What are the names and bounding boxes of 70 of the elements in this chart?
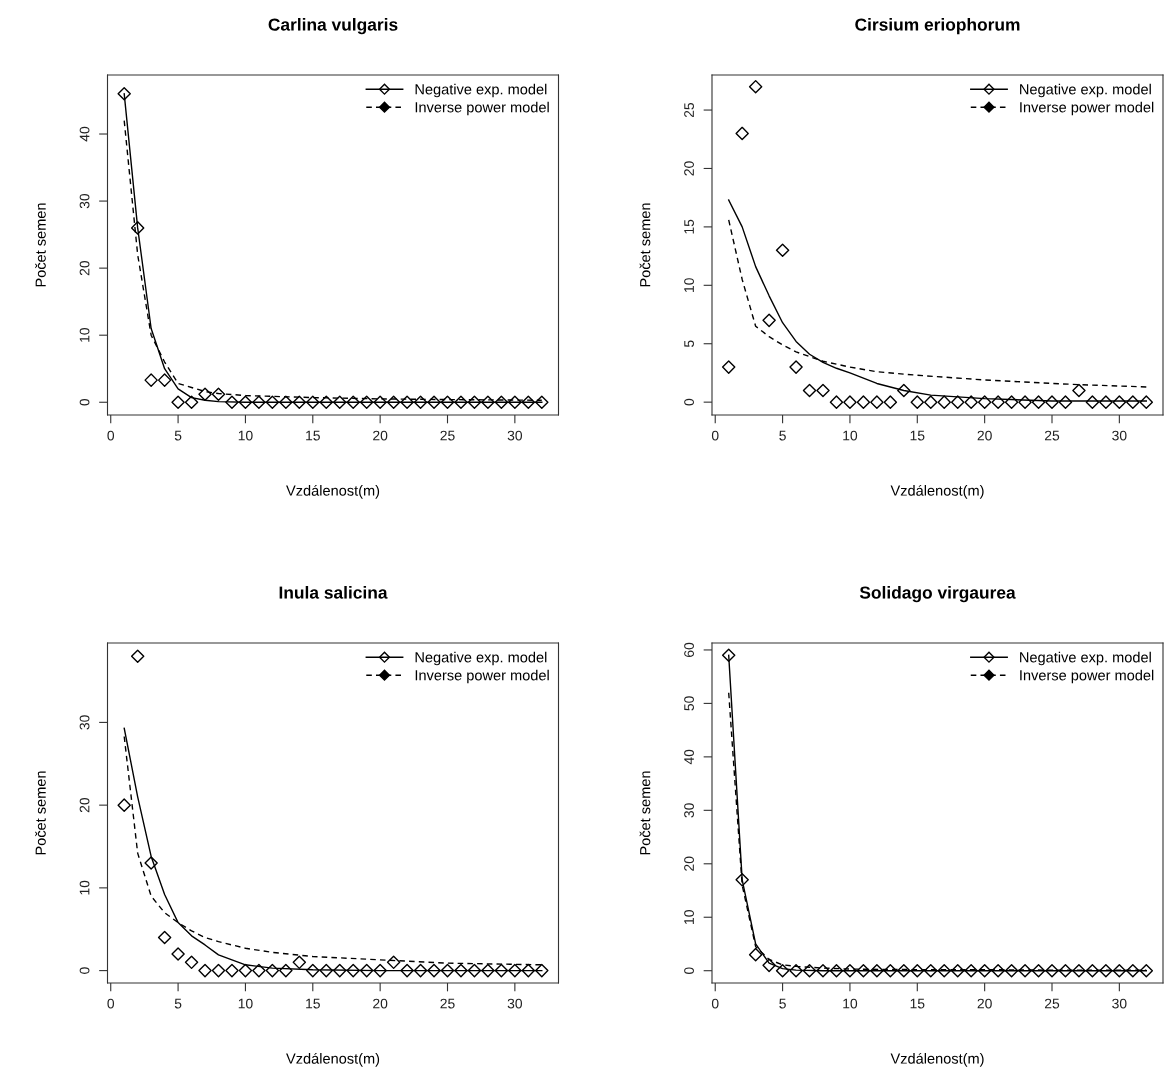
y-tick-label: 25: [684, 102, 694, 118]
x-tick-label: 10: [843, 998, 858, 1009]
chart-title: Inula salicina: [279, 585, 388, 599]
legend-label: Negative exp. model: [1020, 83, 1151, 98]
y-tick-label: 20: [79, 797, 90, 813]
chart-title: Cirsium eriophorum: [855, 17, 1020, 35]
y-tick-label: 30: [684, 803, 694, 818]
x-tick-label: 0: [711, 430, 719, 441]
x-tick-label: 25: [440, 998, 455, 1009]
legend-label: Negative exp. model: [415, 83, 547, 98]
x-tick-label: 5: [779, 998, 786, 1009]
x-tick-label: 30: [1112, 430, 1127, 441]
y-tick-label: 40: [684, 749, 694, 765]
x-tick-label: 15: [306, 430, 320, 441]
legend-label: Inverse power model: [1020, 101, 1154, 116]
y-tick-label: 40: [79, 126, 90, 142]
x-tick-label: 10: [238, 430, 253, 441]
y-tick-label: 15: [684, 219, 694, 234]
y-axis-title: Počet semen: [35, 203, 46, 287]
y-tick-label: 5: [684, 340, 694, 348]
y-tick-label: 0: [684, 967, 694, 975]
legend-label: Inverse power model: [415, 669, 549, 684]
y-tick-label: 60: [684, 642, 694, 657]
x-tick-label: 15: [910, 998, 925, 1009]
x-tick-label: 20: [977, 998, 992, 1009]
y-tick-label: 0: [684, 398, 694, 406]
x-tick-label: 5: [779, 430, 786, 441]
y-tick-label: 10: [684, 278, 694, 292]
x-tick-label: 20: [977, 430, 992, 441]
y-tick-label: 20: [684, 161, 694, 176]
x-tick-label: 5: [174, 430, 182, 441]
y-tick-label: 0: [79, 398, 90, 406]
x-tick-label: 30: [1112, 998, 1127, 1009]
x-tick-label: 0: [107, 998, 115, 1009]
x-axis-title: Vzdálenost(m): [286, 1052, 380, 1067]
x-tick-label: 15: [306, 998, 320, 1009]
x-tick-label: 30: [507, 998, 523, 1009]
y-tick-label: 30: [79, 715, 90, 730]
x-tick-label: 25: [1044, 430, 1060, 441]
x-tick-label: 30: [507, 430, 523, 441]
x-tick-label: 15: [910, 430, 925, 441]
y-tick-label: 10: [79, 328, 90, 342]
y-tick-label: 20: [79, 260, 90, 276]
y-axis-title: Počet semen: [35, 771, 46, 855]
x-tick-label: 25: [440, 430, 455, 441]
y-tick-label: 10: [684, 910, 694, 924]
legend-label: Inverse power model: [1020, 669, 1154, 684]
y-tick-label: 50: [684, 696, 694, 711]
x-tick-label: 10: [238, 998, 253, 1009]
chart-title: Carlina vulgaris: [268, 17, 398, 35]
y-tick-label: 30: [79, 193, 90, 209]
y-tick-label: 0: [79, 967, 90, 974]
x-tick-label: 0: [107, 430, 115, 441]
y-tick-label: 10: [79, 880, 90, 895]
y-axis-title: Počet semen: [639, 203, 651, 287]
x-tick-label: 5: [174, 998, 182, 1009]
x-tick-label: 25: [1044, 998, 1060, 1009]
x-axis-title: Vzdálenost(m): [286, 484, 380, 499]
y-axis-title: Počet semen: [639, 771, 651, 855]
x-axis-title: Vzdálenost(m): [890, 484, 984, 499]
legend-label: Negative exp. model: [415, 651, 547, 666]
chart-title: Solidago virgaurea: [859, 585, 1016, 603]
x-tick-label: 20: [373, 430, 388, 441]
x-tick-label: 20: [373, 998, 388, 1009]
x-tick-label: 10: [843, 430, 858, 441]
y-tick-label: 20: [684, 856, 694, 871]
legend-label: Inverse power model: [415, 101, 549, 116]
legend-label: Negative exp. model: [1020, 651, 1151, 666]
x-tick-label: 0: [711, 998, 719, 1009]
x-axis-title: Vzdálenost(m): [890, 1052, 984, 1067]
